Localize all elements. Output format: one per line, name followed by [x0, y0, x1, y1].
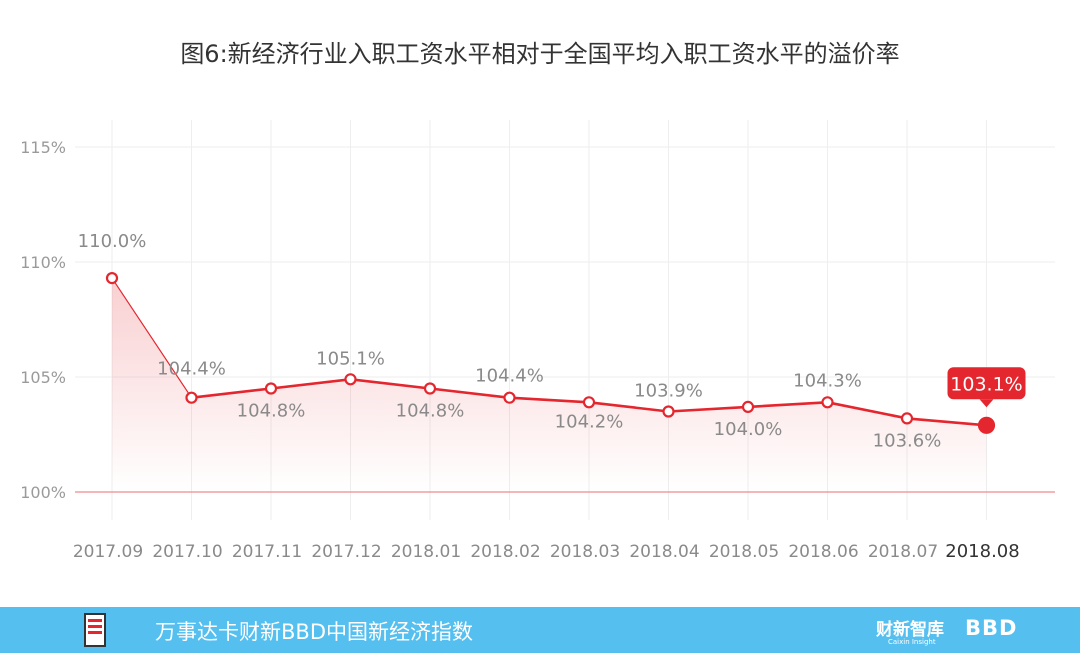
- data-point: [105, 272, 119, 285]
- x-tick-label: 2018.05: [709, 542, 779, 562]
- callout-pointer: [979, 399, 994, 408]
- data-point: [344, 373, 357, 386]
- series-line-segment: [587, 400, 670, 413]
- data-point: [977, 416, 996, 434]
- series-line-segment: [826, 400, 909, 420]
- y-tick-label: 100%: [20, 483, 66, 502]
- series-line-segment: [508, 396, 591, 404]
- data-label: 103.6%: [873, 430, 942, 451]
- series-line-segment: [667, 405, 750, 413]
- data-label: 104.4%: [475, 366, 544, 387]
- x-tick-label: 2017.09: [73, 542, 143, 562]
- data-label: 104.2%: [555, 411, 624, 432]
- data-point: [264, 382, 278, 395]
- chart-title: 图6:新经济行业入职工资水平相对于全国平均入职工资水平的溢价率: [180, 40, 900, 68]
- data-label: 103.9%: [634, 381, 703, 402]
- caixin-insight-sub: Caixin Insight: [888, 638, 936, 646]
- x-tick-label: 2018.02: [470, 542, 540, 562]
- data-label: 110.0%: [78, 231, 147, 252]
- series-area: [112, 278, 987, 492]
- data-point: [662, 405, 675, 418]
- data-point: [503, 391, 516, 404]
- x-tick-label: 2017.11: [232, 542, 302, 562]
- series-line-segment: [428, 387, 511, 400]
- line-chart: 110.0% 104.4% 104.8% 105.1% 104.8% 104.4% 104.…: [20, 120, 1055, 562]
- x-tick-label: 2017.10: [152, 542, 222, 562]
- x-tick-label: 2018.07: [868, 542, 938, 562]
- y-tick-label: 110%: [20, 253, 66, 272]
- data-point: [821, 396, 834, 409]
- x-tick-label: 2018.03: [550, 542, 620, 562]
- data-label: 105.1%: [316, 348, 385, 369]
- data-label: 104.0%: [714, 419, 783, 440]
- bbd-logo: BBD: [965, 616, 1018, 640]
- series-line-segment: [905, 417, 988, 427]
- series-line-segment: [111, 277, 193, 399]
- data-label: 104.4%: [157, 359, 226, 380]
- data-label: 104.3%: [793, 370, 862, 391]
- x-tick-label: 2017.12: [311, 542, 381, 562]
- highlight-callout: [947, 367, 1026, 400]
- x-tick-label: 2018.08: [945, 541, 1019, 562]
- caixin-insight-logo: 财新智库: [876, 620, 944, 640]
- series-line-segment: [190, 387, 273, 400]
- y-tick-label: 115%: [20, 138, 66, 157]
- data-point: [582, 396, 596, 409]
- highlight-label: 103.1%: [950, 373, 1022, 395]
- x-tick-label: 2018.06: [788, 542, 858, 562]
- nei-index-logo-icon: [84, 613, 106, 647]
- footer-bar: 万事达卡财新BBD中国新经济指数 财新智库 Caixin Insight BBD: [0, 607, 1080, 653]
- series-line-segment: [746, 400, 829, 409]
- x-tick-label: 2018.04: [629, 542, 699, 562]
- data-point: [900, 412, 914, 425]
- data-point: [423, 382, 437, 395]
- x-tick-label: 2018.01: [391, 542, 461, 562]
- data-point: [185, 391, 198, 404]
- series-line-segment: [269, 377, 352, 390]
- footer-title: 万事达卡财新BBD中国新经济指数: [155, 620, 473, 644]
- data-label: 104.8%: [396, 401, 465, 422]
- data-label: 104.8%: [237, 401, 306, 422]
- data-point: [741, 400, 755, 413]
- series-line-segment: [349, 377, 432, 390]
- y-tick-label: 105%: [20, 368, 66, 387]
